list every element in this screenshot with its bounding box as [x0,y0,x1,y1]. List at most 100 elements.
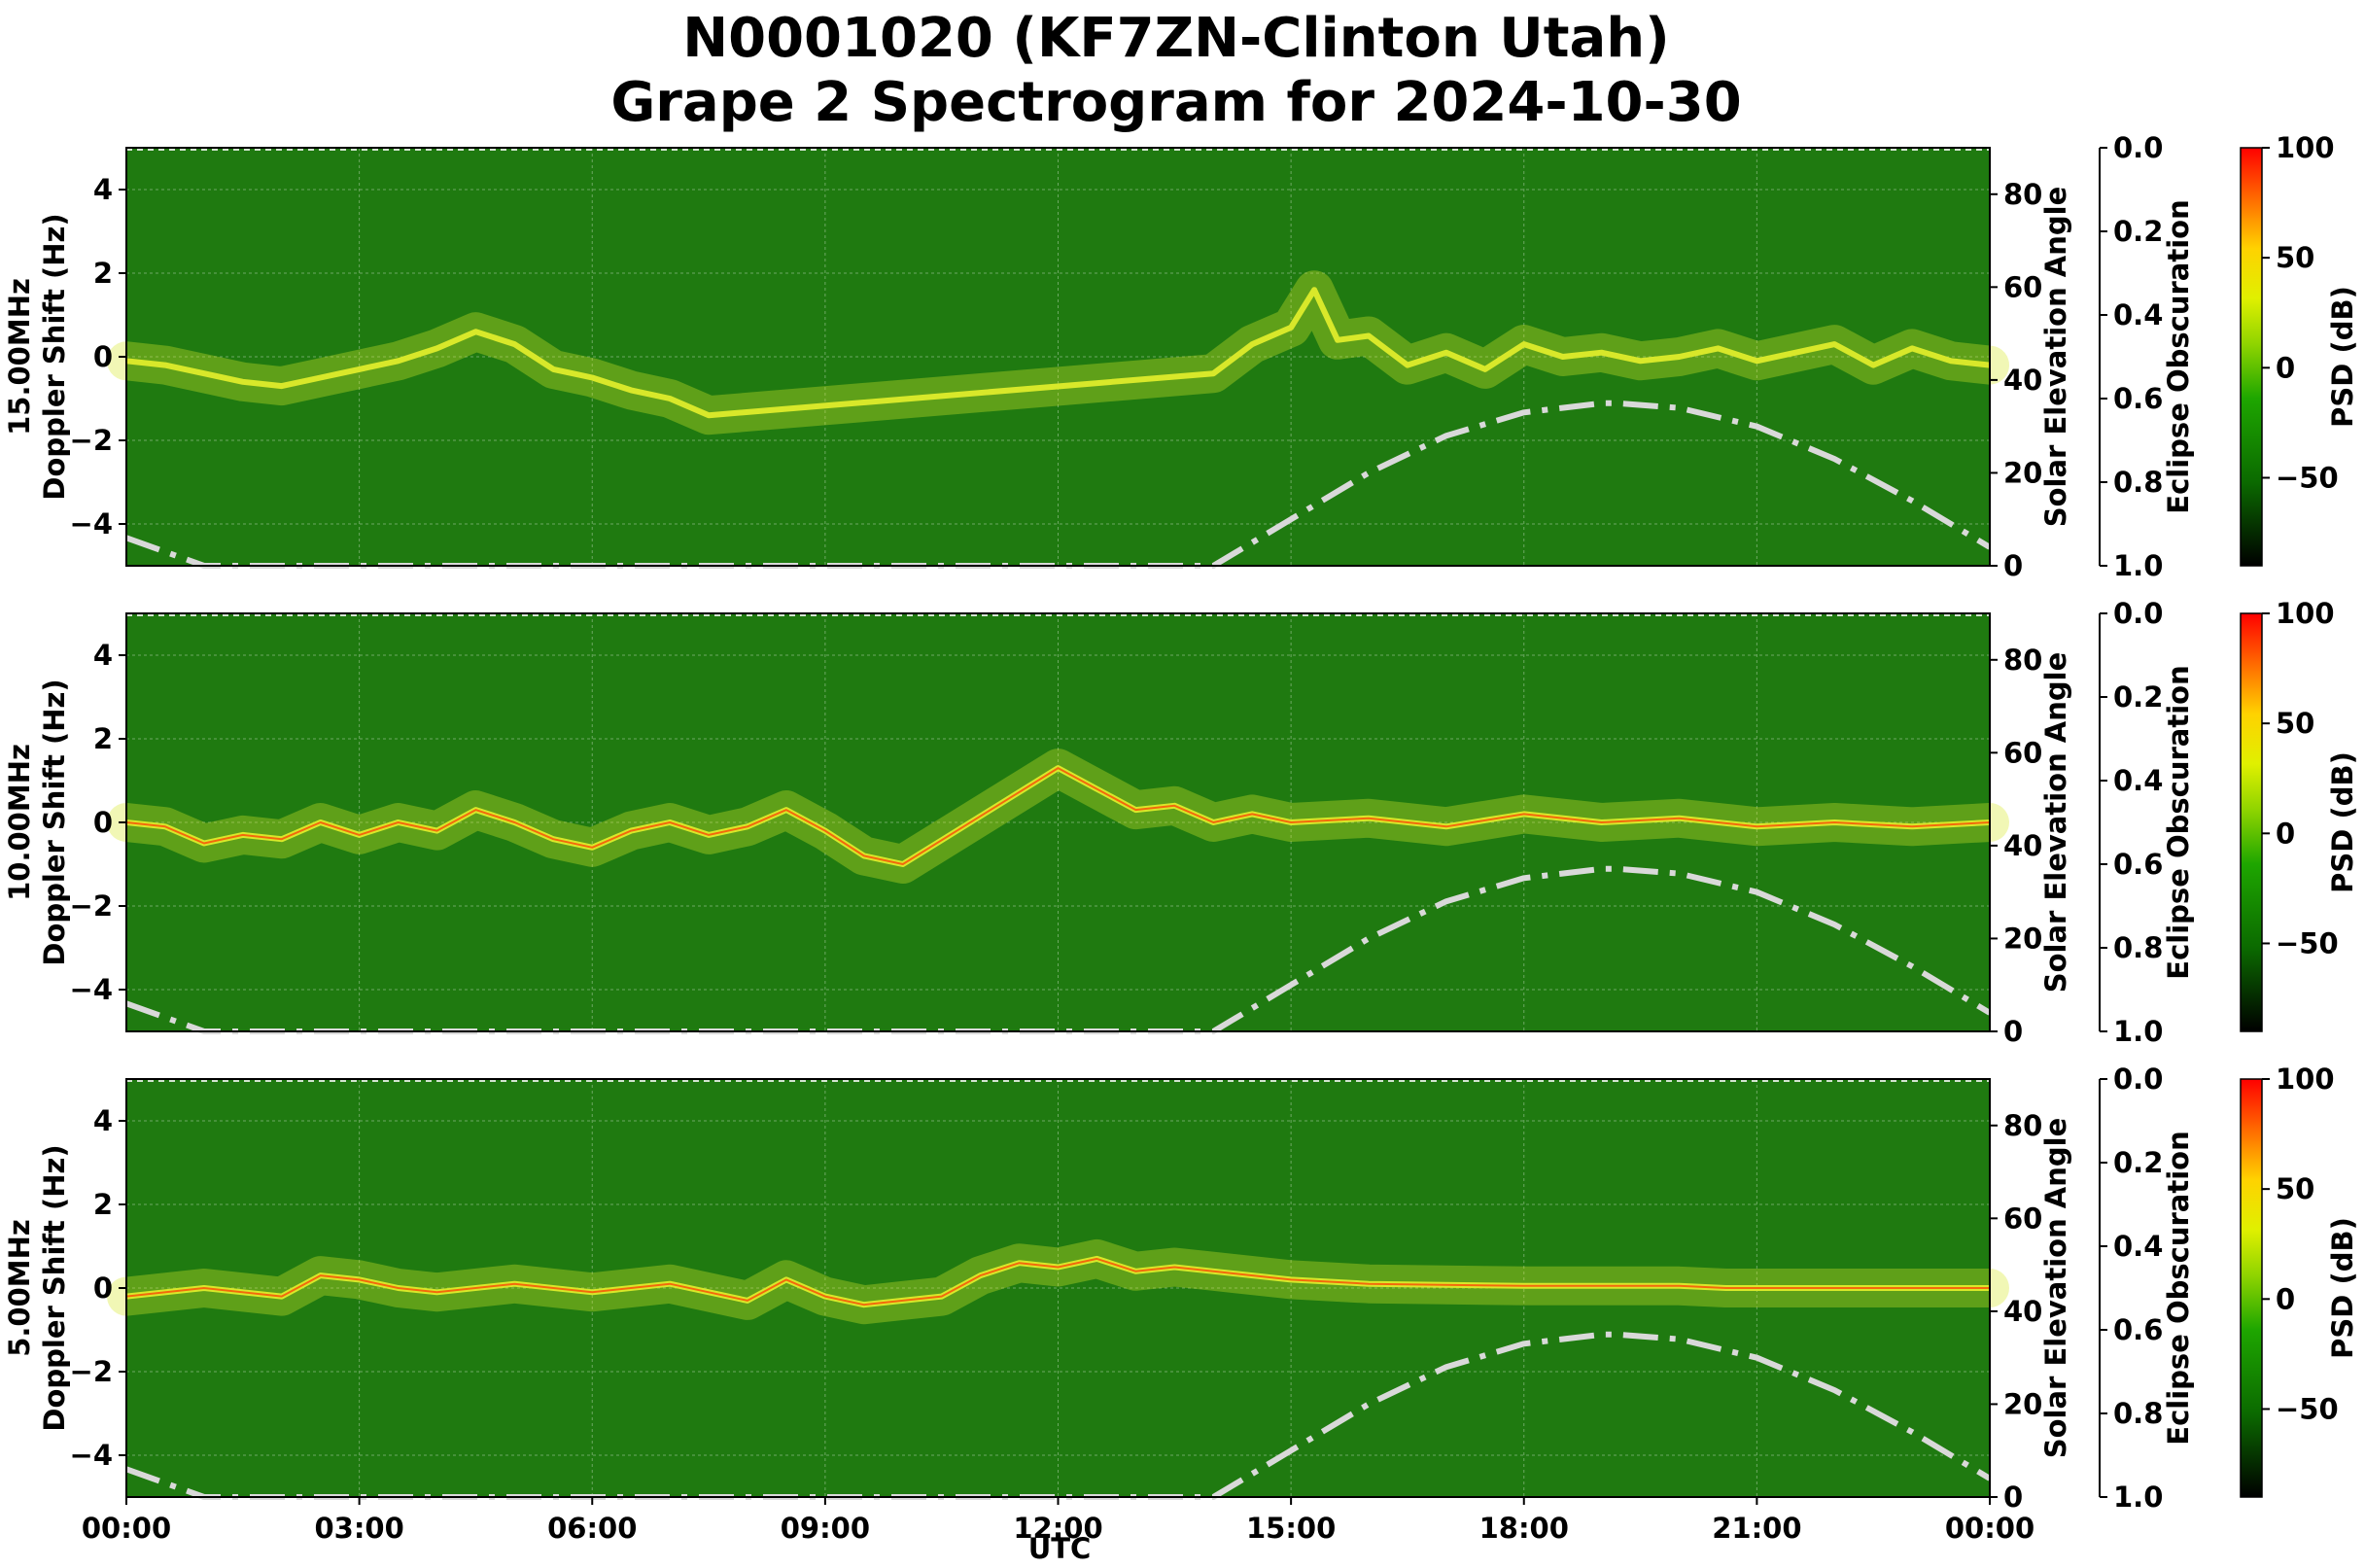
panel-5.00MHz: 420−2−45.00MHz Doppler Shift (Hz)80604020… [3,1063,2359,1514]
frequency-label: 15.00MHz [3,278,36,436]
eclipse-tick-label: 0.0 [2113,1063,2163,1096]
x-tick-label: 21:00 [1712,1512,1801,1545]
x-tick-label: 00:00 [82,1512,171,1545]
y-tick-label: −4 [70,507,113,540]
y2-tick-label: 20 [2003,456,2042,489]
y-tick-label: 4 [93,1104,113,1137]
colorbar-tick-label: 50 [2276,707,2314,740]
eclipse-tick-label: 0.4 [2113,298,2163,331]
y2-tick-label: 40 [2003,1295,2042,1328]
y-tick-label: −2 [70,1355,113,1388]
y2-tick-label: 20 [2003,1387,2042,1420]
eclipse-tick-label: 0.6 [2113,382,2163,415]
colorbar-label: PSD (dB) [2326,1217,2359,1359]
y2-tick-label: 40 [2003,829,2042,862]
eclipse-tick-label: 1.0 [2113,549,2163,582]
x-tick-label: 09:00 [781,1512,870,1545]
y2-tick-label: 60 [2003,1202,2042,1235]
colorbar-tick-label: −50 [2276,1392,2339,1425]
chart-subtitle: Grape 2 Spectrogram for 2024-10-30 [610,71,1741,134]
eclipse-tick-label: 0.8 [2113,931,2163,964]
chart-title: N0001020 (KF7ZN-Clinton Utah) [682,7,1670,70]
eclipse-tick-label: 0.4 [2113,1230,2163,1263]
y-tick-label: 4 [93,639,113,672]
eclipse-tick-label: 0.2 [2113,1146,2163,1179]
x-tick-label: 12:00 [1013,1512,1102,1545]
colorbar-tick-label: 100 [2276,597,2335,630]
eclipse-tick-label: 0.2 [2113,215,2163,248]
y-tick-label: 0 [93,1272,113,1305]
eclipse-tick-label: 0.4 [2113,764,2163,797]
frequency-label: 10.00MHz [3,744,36,901]
y2-tick-label: 60 [2003,270,2042,303]
y2-tick-label: 60 [2003,736,2042,769]
y-tick-label: 2 [93,722,113,755]
colorbar-tick-label: 0 [2276,351,2295,384]
colorbar-tick-label: 50 [2276,241,2314,274]
colorbar [2240,1078,2263,1498]
x-tick-label: 15:00 [1246,1512,1336,1545]
eclipse-tick-label: 0.0 [2113,131,2163,164]
doppler-peak-trace [125,1257,1990,1307]
y-tick-label: 2 [93,1188,113,1221]
solar-elevation-curve [124,1331,1992,1500]
y-tick-label: −4 [70,973,113,1006]
y2-tick-label: 0 [2003,1015,2023,1048]
y2-tick-label: 20 [2003,922,2042,955]
y2-tick-label: 80 [2003,1109,2042,1142]
y2-tick-label: 0 [2003,549,2023,582]
colorbar [2240,612,2263,1032]
eclipse-tick-label: 0.6 [2113,1313,2163,1346]
colorbar [2240,147,2263,567]
y-axis-label: Doppler Shift (Hz) [38,213,71,500]
eclipse-tick-label: 1.0 [2113,1481,2163,1514]
x-tick-label: 06:00 [547,1512,637,1545]
y-axis-label: Doppler Shift (Hz) [38,1144,71,1431]
colorbar-label: PSD (dB) [2326,751,2359,893]
colorbar-label: PSD (dB) [2326,286,2359,428]
frequency-label: 5.00MHz [3,1219,36,1357]
y2-tick-label: 40 [2003,364,2042,397]
y2-tick-label: 80 [2003,644,2042,677]
colorbar-tick-label: 0 [2276,1282,2295,1315]
eclipse-tick-label: 0.8 [2113,1397,2163,1430]
colorbar-tick-label: 0 [2276,817,2295,850]
colorbar-tick-label: 50 [2276,1172,2314,1205]
colorbar-tick-label: 100 [2276,1063,2335,1096]
eclipse-tick-label: 1.0 [2113,1015,2163,1048]
y-axis-label: Doppler Shift (Hz) [38,679,71,965]
eclipse-obscuration-label: Eclipse Obscuration [2162,1131,2195,1445]
solar-elevation-curve [124,865,1992,1034]
solar-elevation-curve [124,400,1992,569]
y-tick-label: 0 [93,340,113,373]
spectrogram-panels: 420−2−415.00MHz Doppler Shift (Hz)8060402… [3,131,2359,1514]
eclipse-tick-label: 0.2 [2113,680,2163,714]
y2-tick-label: 0 [2003,1481,2023,1514]
x-tick-label: 03:00 [314,1512,403,1545]
solar-elevation-label: Solar Elevation Angle [2039,187,2072,528]
y-tick-label: −4 [70,1439,113,1472]
x-tick-label: 18:00 [1479,1512,1569,1545]
colorbar-tick-label: −50 [2276,461,2339,494]
eclipse-tick-label: 0.0 [2113,597,2163,630]
y-tick-label: −2 [70,424,113,457]
y2-tick-label: 80 [2003,178,2042,211]
panel-10.00MHz: 420−2−410.00MHz Doppler Shift (Hz)8060402… [3,597,2359,1048]
solar-elevation-label: Solar Elevation Angle [2039,652,2072,993]
eclipse-tick-label: 0.8 [2113,466,2163,499]
eclipse-obscuration-label: Eclipse Obscuration [2162,199,2195,513]
y-tick-label: 4 [93,173,113,206]
x-tick-label: 00:00 [1945,1512,2035,1545]
panel-15.00MHz: 420−2−415.00MHz Doppler Shift (Hz)8060402… [3,131,2359,582]
time-axis: 00:00 03:00 06:00 09:00 12:00 15:00 18:00 21:00… [82,1497,2035,1545]
colorbar-tick-label: −50 [2276,926,2339,959]
y-tick-label: 0 [93,806,113,839]
eclipse-obscuration-label: Eclipse Obscuration [2162,665,2195,979]
x-axis-label: UTC [1028,1532,1092,1565]
colorbar-tick-label: 100 [2276,131,2335,164]
y-tick-label: 2 [93,257,113,290]
plot-area [126,613,1990,1031]
doppler-peak-trace [125,767,1991,865]
solar-elevation-label: Solar Elevation Angle [2039,1118,2072,1459]
